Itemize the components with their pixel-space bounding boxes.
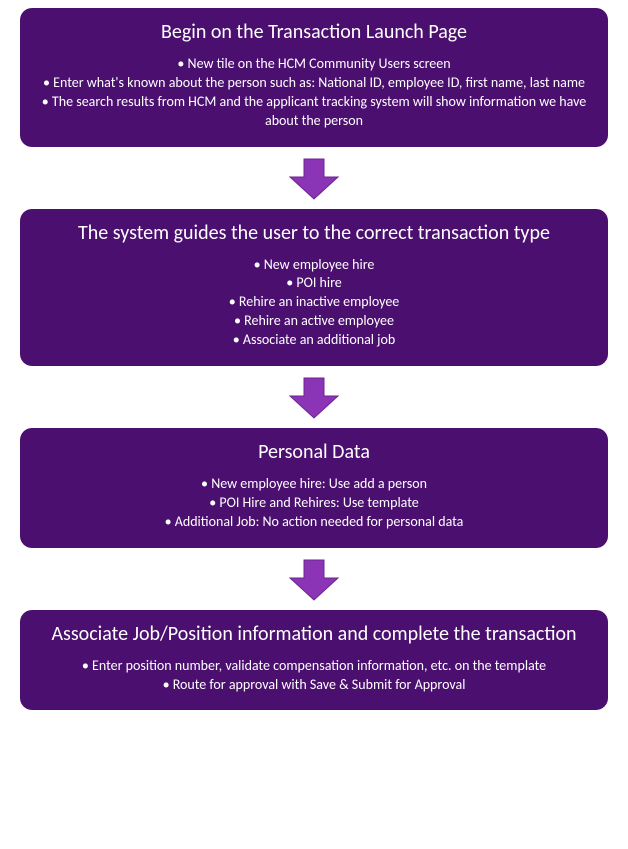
bullet-icon: • [165,513,175,530]
flow-step: Personal Data • New employee hire: Use ad… [20,428,608,548]
flow-step-items: • Enter position number, validate compen… [38,657,590,695]
flow-step-item-text: Route for approval with Save & Submit fo… [173,676,466,693]
flow-step-item-text: New employee hire: Use add a person [211,475,427,492]
flow-step-item-text: The search results from HCM and the appl… [52,93,586,129]
bullet-icon: • [43,74,53,91]
bullet-icon: • [229,293,239,310]
flow-step-item: • Enter position number, validate compen… [38,657,590,676]
flow-step: Begin on the Transaction Launch Page • Ne… [20,8,608,147]
flow-step-item-text: Associate an additional job [243,331,395,348]
flow-step-item-text: Enter what's known about the person such… [53,74,585,91]
bullet-icon: • [177,55,187,72]
down-arrow-icon [20,147,608,209]
flow-step-item-text: New tile on the HCM Community Users scre… [188,55,451,72]
flow-step-item: • Additional Job: No action needed for p… [38,513,590,532]
flow-step-item-text: POI Hire and Rehires: Use template [219,494,418,511]
flow-step-item: • POI Hire and Rehires: Use template [38,494,590,513]
bullet-icon: • [42,93,52,110]
flow-step-item-text: Rehire an active employee [244,312,394,329]
down-arrow-icon [20,366,608,428]
flow-step-item-text: POI hire [296,274,341,291]
flow-step-items: • New employee hire• POI hire• Rehire an… [38,256,590,350]
flow-step-item-text: New employee hire [264,256,375,273]
flow-step-item-text: Additional Job: No action needed for per… [175,513,464,530]
bullet-icon: • [233,331,243,348]
flow-step-title: The system guides the user to the correc… [38,221,590,246]
flow-step: The system guides the user to the correc… [20,209,608,366]
flow-step-item-text: Enter position number, validate compensa… [92,657,546,674]
flow-step-item: • New employee hire: Use add a person [38,475,590,494]
flow-step-item: • New tile on the HCM Community Users sc… [38,55,590,74]
flow-step: Associate Job/Position information and c… [20,610,608,711]
flowchart-root: Begin on the Transaction Launch Page • Ne… [20,8,608,710]
flow-step-item: • Enter what's known about the person su… [38,74,590,93]
bullet-icon: • [201,475,211,492]
bullet-icon: • [163,676,173,693]
flow-step-item: • New employee hire [38,256,590,275]
down-arrow-icon [20,548,608,610]
bullet-icon: • [209,494,219,511]
bullet-icon: • [82,657,92,674]
flow-step-item: • Rehire an inactive employee [38,293,590,312]
flow-step-item: • Rehire an active employee [38,312,590,331]
flow-step-item: • Route for approval with Save & Submit … [38,676,590,695]
flow-step-item: • Associate an additional job [38,331,590,350]
flow-step-item: • POI hire [38,274,590,293]
flow-step-items: • New employee hire: Use add a person• P… [38,475,590,532]
bullet-icon: • [286,274,296,291]
flow-step-items: • New tile on the HCM Community Users sc… [38,55,590,131]
flow-step-title: Begin on the Transaction Launch Page [38,20,590,45]
bullet-icon: • [254,256,264,273]
flow-step-item-text: Rehire an inactive employee [239,293,399,310]
bullet-icon: • [234,312,244,329]
flow-step-item: • The search results from HCM and the ap… [38,93,590,131]
flow-step-title: Associate Job/Position information and c… [38,622,590,647]
flow-step-title: Personal Data [38,440,590,465]
